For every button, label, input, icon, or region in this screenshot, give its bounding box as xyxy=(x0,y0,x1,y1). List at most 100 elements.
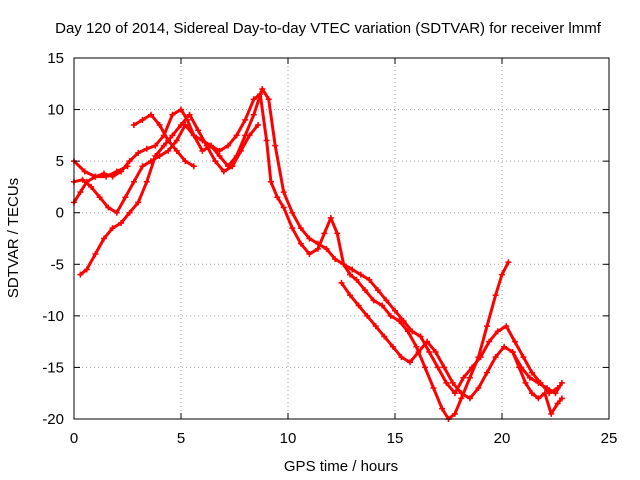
data-point xyxy=(494,328,501,335)
data-point xyxy=(528,390,535,397)
series-satellite-track-6 xyxy=(130,111,197,170)
data-point xyxy=(460,374,467,381)
data-point xyxy=(426,348,433,355)
data-point xyxy=(212,158,219,165)
data-point xyxy=(130,122,137,129)
data-point xyxy=(267,178,274,185)
data-point xyxy=(387,312,394,319)
data-point xyxy=(520,354,527,361)
data-point xyxy=(458,395,465,402)
data-point xyxy=(334,230,341,237)
data-point xyxy=(216,152,223,159)
data-point xyxy=(250,111,257,118)
data-point xyxy=(469,364,476,371)
data-point xyxy=(143,178,150,185)
data-point xyxy=(492,354,499,361)
x-tick-label: 15 xyxy=(387,430,404,447)
series-line xyxy=(78,113,260,277)
x-tick-label: 25 xyxy=(601,430,618,447)
data-point xyxy=(126,158,133,165)
data-point xyxy=(148,111,155,118)
series-line xyxy=(72,92,510,421)
data-point xyxy=(83,266,90,273)
data-point xyxy=(347,292,354,299)
data-point xyxy=(152,152,159,159)
data-point xyxy=(186,111,193,118)
data-point xyxy=(314,240,321,247)
data-point xyxy=(113,168,120,175)
y-tick-label: 0 xyxy=(56,205,64,222)
data-point xyxy=(263,137,270,144)
data-point xyxy=(484,369,491,376)
series-satellite-track-4 xyxy=(338,279,565,402)
data-point xyxy=(139,116,146,123)
data-point xyxy=(156,122,163,129)
data-point xyxy=(543,385,550,392)
data-point xyxy=(255,122,262,129)
data-point xyxy=(280,204,287,211)
data-point xyxy=(169,111,176,118)
data-point xyxy=(143,145,150,152)
data-point xyxy=(511,338,518,345)
data-point xyxy=(242,116,249,123)
data-point xyxy=(466,395,473,402)
y-tick-label: -5 xyxy=(51,256,64,273)
data-point xyxy=(392,307,398,314)
data-point xyxy=(554,400,561,407)
data-point xyxy=(178,122,184,129)
series-layer xyxy=(71,85,565,422)
data-point xyxy=(135,199,142,206)
y-tick-label: 5 xyxy=(56,153,64,170)
data-point xyxy=(509,348,516,355)
data-point xyxy=(165,147,172,154)
data-point xyxy=(306,250,313,257)
data-point xyxy=(357,271,364,278)
data-point xyxy=(505,259,512,266)
data-point xyxy=(413,343,420,350)
data-point xyxy=(92,250,99,257)
data-point xyxy=(541,390,548,397)
data-point xyxy=(503,323,510,330)
data-point xyxy=(349,266,356,273)
data-point xyxy=(484,323,491,330)
data-point xyxy=(160,142,167,149)
data-point xyxy=(321,230,328,237)
data-point xyxy=(451,390,458,397)
data-point xyxy=(314,245,321,252)
data-point xyxy=(297,225,304,232)
x-tick-label: 0 xyxy=(70,430,78,447)
data-point xyxy=(424,338,431,345)
data-point xyxy=(103,173,110,180)
data-point xyxy=(203,142,210,149)
y-axis-label: SDTVAR / TECUs xyxy=(5,178,22,298)
ticks: 0 5 10 15 20 25 -20 -15 -10 -5 0 5 10 15 xyxy=(42,50,617,447)
data-point xyxy=(526,374,533,381)
data-point xyxy=(355,302,362,309)
data-point xyxy=(466,374,473,381)
data-point xyxy=(225,142,232,149)
x-tick-label: 10 xyxy=(280,430,297,447)
data-point xyxy=(100,235,107,242)
data-point xyxy=(135,149,142,156)
data-point xyxy=(220,168,227,175)
data-point xyxy=(92,173,99,180)
y-tick-label: -20 xyxy=(42,411,64,428)
data-point xyxy=(492,292,499,299)
data-point xyxy=(477,354,484,361)
data-point xyxy=(558,395,565,402)
data-point xyxy=(199,147,206,154)
data-point xyxy=(237,147,244,154)
data-point xyxy=(323,245,330,252)
data-point xyxy=(486,338,493,345)
data-point xyxy=(535,379,542,386)
data-point xyxy=(274,194,281,201)
data-point xyxy=(306,235,313,242)
data-point xyxy=(353,276,360,283)
x-tick-label: 20 xyxy=(494,430,511,447)
data-point xyxy=(499,271,505,278)
series-satellite-track-2 xyxy=(71,85,561,397)
data-point xyxy=(528,369,535,376)
data-point xyxy=(381,333,388,340)
data-point xyxy=(338,279,345,286)
data-point xyxy=(364,312,371,319)
